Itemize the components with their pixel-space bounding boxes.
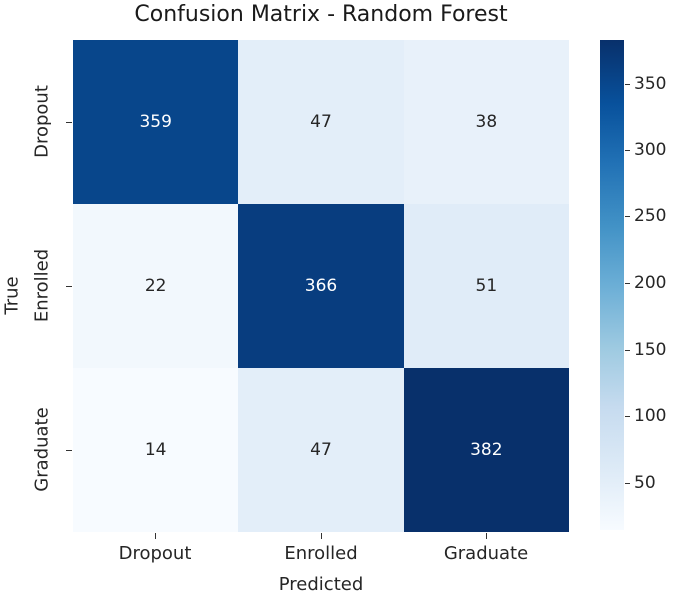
x-tick-label-enrolled: Enrolled <box>284 543 358 564</box>
y-tick-mark <box>66 286 72 287</box>
chart-title: Confusion Matrix - Random Forest <box>134 2 508 27</box>
cell-enrolled-enrolled: 366 <box>238 204 404 368</box>
cell-dropout-graduate: 38 <box>403 40 569 204</box>
y-tick-mark <box>66 122 72 123</box>
colorbar-label: 150 <box>634 340 667 360</box>
cell-dropout-enrolled: 47 <box>238 40 404 204</box>
colorbar-label: 50 <box>634 473 656 493</box>
colorbar <box>600 40 624 530</box>
colorbar-tick <box>625 84 630 85</box>
x-tick-mark <box>486 533 487 539</box>
x-axis-title: Predicted <box>278 574 364 595</box>
colorbar-label: 350 <box>634 74 667 94</box>
y-tick-label-dropout: Dropout <box>31 85 53 158</box>
colorbar-tick <box>625 483 630 484</box>
cell-enrolled-dropout: 22 <box>73 204 239 368</box>
x-tick-mark <box>321 533 322 539</box>
y-tick-label-graduate: Graduate <box>31 407 53 492</box>
y-axis-title: True <box>1 276 23 315</box>
cell-graduate-dropout: 14 <box>73 368 239 532</box>
colorbar-label: 100 <box>634 406 667 426</box>
x-tick-label-graduate: Graduate <box>443 543 529 564</box>
cell-enrolled-graduate: 51 <box>403 204 569 368</box>
cell-graduate-graduate: 382 <box>403 368 569 532</box>
colorbar-label: 300 <box>634 140 667 160</box>
colorbar-tick <box>625 283 630 284</box>
colorbar-tick <box>625 150 630 151</box>
colorbar-tick <box>625 350 630 351</box>
colorbar-label: 250 <box>634 206 667 226</box>
colorbar-tick <box>625 216 630 217</box>
colorbar-tick <box>625 416 630 417</box>
colorbar-label: 200 <box>634 273 667 293</box>
y-tick-mark <box>66 450 72 451</box>
y-tick-label-enrolled: Enrolled <box>31 248 53 323</box>
x-tick-mark <box>155 533 156 539</box>
cell-graduate-enrolled: 47 <box>238 368 404 532</box>
confusion-matrix-heatmap: 359 47 38 22 366 51 14 47 382 <box>73 40 569 532</box>
cell-dropout-dropout: 359 <box>73 40 239 204</box>
x-tick-label-dropout: Dropout <box>118 543 192 564</box>
